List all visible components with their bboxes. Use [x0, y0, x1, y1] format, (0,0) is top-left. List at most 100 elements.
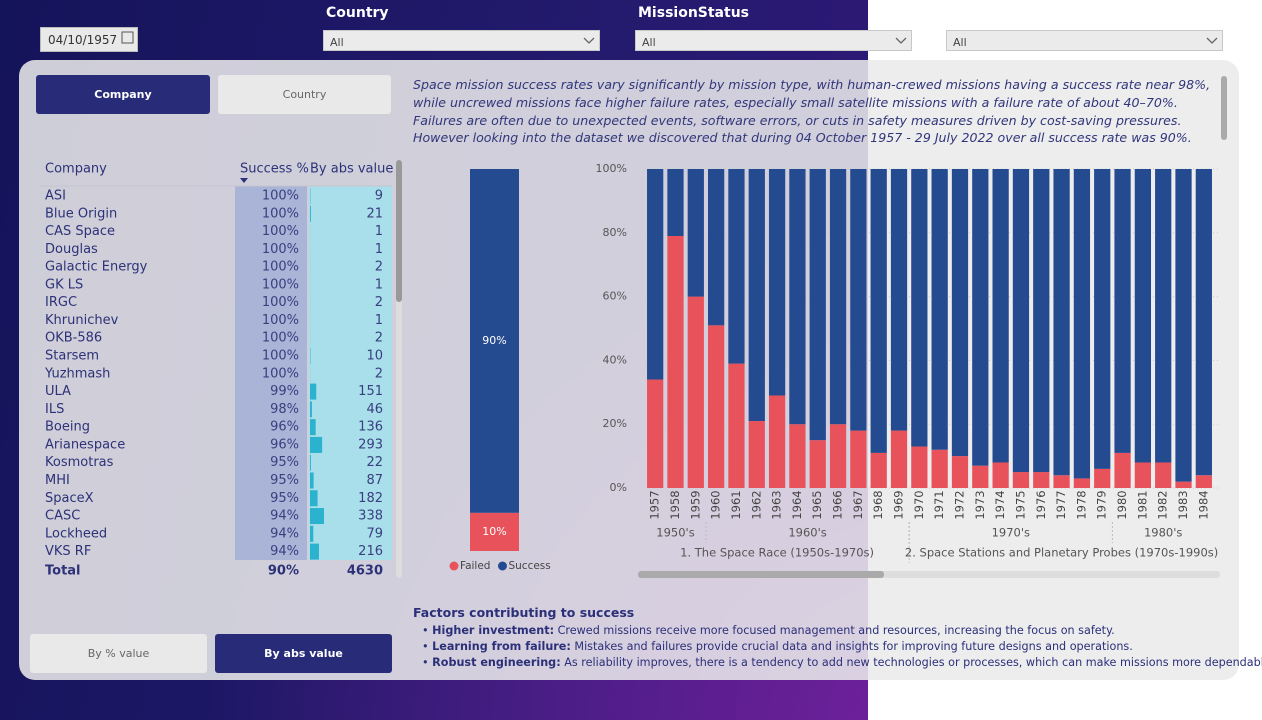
cell: 216 — [358, 544, 383, 559]
x-tick-label: 1968 — [871, 490, 885, 519]
dropdown[interactable]: All — [946, 30, 1223, 51]
x-tick-label: 1962 — [749, 490, 763, 519]
data-bar — [310, 490, 318, 507]
cell: 95% — [270, 473, 299, 488]
group-label: 1980's — [1144, 526, 1182, 540]
data-bar — [310, 543, 319, 560]
cell: 100% — [262, 349, 299, 364]
bar-segment — [748, 421, 765, 488]
factor-lead: Robust engineering: — [432, 656, 561, 669]
x-tick-label: 1961 — [729, 490, 743, 519]
factor-text: Crewed missions receive more focused man… — [557, 624, 1115, 637]
bar-segment — [951, 456, 969, 488]
bar-segment — [1195, 169, 1212, 476]
bar-segment — [809, 169, 826, 441]
table-header: By abs value — [310, 162, 393, 177]
calendar-icon — [121, 31, 134, 44]
cell: 2 — [375, 331, 383, 346]
bar-segment — [850, 430, 867, 488]
cell: 22 — [366, 455, 383, 470]
bar-segment — [1053, 475, 1070, 488]
group-label: 1960's — [788, 526, 826, 540]
bar-segment — [707, 325, 725, 488]
cell: 100% — [262, 331, 299, 346]
narrative: Space mission success rates vary signifi… — [413, 77, 1211, 146]
cell: 293 — [358, 437, 383, 452]
x-tick-label: 1957 — [648, 490, 662, 519]
bar-segment — [728, 363, 745, 488]
data-bar — [310, 436, 323, 453]
x-tick-label: 1967 — [851, 490, 865, 519]
cell: 100% — [262, 206, 299, 221]
x-tick-label: 1972 — [952, 490, 966, 519]
legend-label: Failed — [460, 560, 490, 572]
scroll-thumb[interactable] — [1221, 76, 1227, 140]
bar-segment — [1073, 169, 1091, 479]
cell: 21 — [366, 206, 383, 221]
factor-lead: Learning from failure: — [432, 640, 571, 653]
bar-segment — [687, 169, 704, 297]
x-tick-label: 1984 — [1196, 490, 1210, 519]
cell: 46 — [366, 402, 383, 417]
bar-segment — [687, 296, 704, 488]
cell: 2 — [375, 260, 383, 275]
bar-segment — [1053, 169, 1070, 476]
scroll-thumb[interactable] — [638, 571, 884, 578]
view-button[interactable]: Company — [36, 75, 210, 114]
cell: Khrunichev — [45, 313, 119, 328]
data-bar — [310, 401, 312, 418]
cell: Blue Origin — [45, 206, 117, 221]
data-bar — [310, 472, 314, 489]
bar-segment — [707, 169, 725, 326]
cell: 99% — [270, 384, 299, 399]
bar-segment — [1012, 472, 1030, 488]
bar-segment — [1073, 478, 1091, 488]
bar-segment — [951, 169, 969, 457]
table-header: Success % — [240, 162, 309, 177]
chevrons — [583, 37, 1218, 44]
factor-lead: Higher investment: — [432, 624, 555, 637]
bar-segment — [972, 465, 989, 488]
bar-segment — [748, 169, 765, 422]
bar-segment — [789, 169, 806, 425]
cell: Lockheed — [45, 526, 107, 541]
cell: 1 — [375, 313, 383, 328]
cell: 100% — [262, 313, 299, 328]
bar-segment — [829, 169, 847, 425]
x-tick-label: 1981 — [1135, 490, 1149, 519]
cell: 98% — [270, 402, 299, 417]
x-tick-label: 1969 — [892, 490, 906, 519]
dropdown[interactable]: All — [635, 30, 912, 51]
factor-text: Mistakes and failures provide crucial da… — [574, 640, 1133, 653]
bar-segment — [1094, 468, 1111, 488]
value-button[interactable]: By abs value — [215, 634, 392, 673]
cell: 100% — [262, 189, 299, 204]
total-cell: 90% — [268, 564, 299, 579]
cell: 94% — [270, 509, 299, 524]
value-button[interactable]: By % value — [30, 634, 207, 673]
bar-segment — [1033, 472, 1050, 488]
legend-label: Success — [508, 560, 550, 572]
dropdown-value: All — [642, 36, 656, 49]
x-tick-label: 1966 — [831, 490, 845, 519]
x-tick-label: 1959 — [688, 490, 702, 519]
cell: CASC — [45, 509, 80, 524]
bar-segment — [890, 169, 908, 431]
cell: 9 — [375, 189, 383, 204]
bar-segment — [911, 446, 928, 488]
data-bar — [310, 419, 316, 436]
bar-segment — [1134, 169, 1152, 463]
bar-segment — [667, 169, 684, 236]
bar-segment — [870, 452, 887, 488]
cell: Yuzhmash — [44, 366, 110, 381]
y-tick-label: 80% — [603, 226, 627, 239]
bar-segment — [647, 379, 664, 488]
scroll-thumb[interactable] — [396, 160, 402, 302]
data-bar — [310, 205, 311, 222]
cell: 136 — [358, 420, 383, 435]
view-button[interactable]: Country — [218, 75, 391, 114]
cell: IRGC — [45, 295, 77, 310]
y-tick-label: 20% — [603, 417, 627, 430]
dropdown[interactable]: All — [323, 30, 600, 51]
legend-swatch — [449, 561, 459, 571]
